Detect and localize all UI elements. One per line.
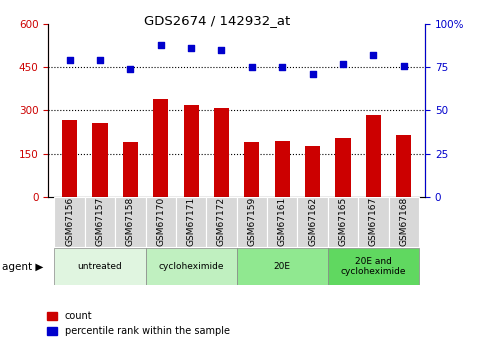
Bar	[389, 197, 419, 247]
Bar	[115, 197, 145, 247]
Bar	[184, 105, 199, 197]
Point	[369, 52, 377, 58]
Text: 20E and
cycloheximide: 20E and cycloheximide	[341, 257, 406, 276]
Bar	[396, 135, 412, 197]
Bar	[145, 197, 176, 247]
Point	[187, 46, 195, 51]
Bar	[335, 138, 351, 197]
Text: GSM67158: GSM67158	[126, 197, 135, 246]
Bar	[244, 142, 259, 197]
Bar	[267, 197, 298, 247]
Bar	[55, 197, 85, 247]
Text: cycloheximide: cycloheximide	[158, 262, 224, 271]
Point	[339, 61, 347, 67]
Text: GSM67159: GSM67159	[247, 197, 256, 246]
Point	[218, 47, 226, 53]
Text: GSM67165: GSM67165	[339, 197, 347, 246]
Text: untreated: untreated	[78, 262, 122, 271]
Point	[400, 63, 408, 68]
Text: 20E: 20E	[274, 262, 291, 271]
Text: GSM67168: GSM67168	[399, 197, 408, 246]
Bar	[305, 146, 320, 197]
Bar	[123, 142, 138, 197]
Bar	[62, 120, 77, 197]
Text: GSM67167: GSM67167	[369, 197, 378, 246]
Text: GSM67157: GSM67157	[96, 197, 104, 246]
Text: GSM67171: GSM67171	[186, 197, 196, 246]
Bar	[176, 197, 206, 247]
Bar	[275, 141, 290, 197]
Bar	[298, 197, 328, 247]
Text: GSM67162: GSM67162	[308, 197, 317, 246]
Bar	[214, 108, 229, 197]
Point	[127, 66, 134, 72]
Text: GSM67170: GSM67170	[156, 197, 165, 246]
Point	[278, 65, 286, 70]
Point	[248, 65, 256, 70]
Point	[309, 71, 316, 77]
Text: GSM67156: GSM67156	[65, 197, 74, 246]
Point	[66, 58, 73, 63]
Legend: count, percentile rank within the sample: count, percentile rank within the sample	[43, 307, 234, 340]
Point	[96, 58, 104, 63]
Text: GDS2674 / 142932_at: GDS2674 / 142932_at	[144, 14, 290, 27]
Bar	[145, 248, 237, 285]
Bar	[237, 248, 328, 285]
Text: GSM67161: GSM67161	[278, 197, 287, 246]
Bar	[92, 124, 108, 197]
Text: agent ▶: agent ▶	[2, 262, 44, 272]
Bar	[55, 248, 145, 285]
Bar	[85, 197, 115, 247]
Bar	[328, 197, 358, 247]
Bar	[206, 197, 237, 247]
Bar	[237, 197, 267, 247]
Bar	[328, 248, 419, 285]
Bar	[358, 197, 389, 247]
Bar	[153, 99, 168, 197]
Text: GSM67172: GSM67172	[217, 197, 226, 246]
Bar	[366, 115, 381, 197]
Point	[157, 42, 165, 48]
